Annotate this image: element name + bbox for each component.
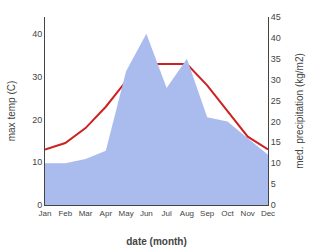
- svg-text:max temp (C): max temp (C): [6, 81, 17, 142]
- svg-text:Nov: Nov: [241, 209, 255, 218]
- svg-text:Apr: Apr: [100, 209, 113, 218]
- svg-text:40: 40: [271, 33, 281, 43]
- svg-text:Jan: Jan: [39, 209, 52, 218]
- svg-text:15: 15: [271, 137, 281, 147]
- svg-text:Oct: Oct: [221, 209, 234, 218]
- svg-text:10: 10: [271, 158, 281, 168]
- svg-text:20: 20: [271, 117, 281, 127]
- svg-text:5: 5: [271, 179, 276, 189]
- svg-text:Sep: Sep: [200, 209, 215, 218]
- svg-text:date (month): date (month): [126, 236, 187, 247]
- svg-text:0: 0: [37, 200, 42, 210]
- svg-text:Jul: Jul: [162, 209, 172, 218]
- svg-text:30: 30: [271, 75, 281, 85]
- svg-text:10: 10: [32, 157, 42, 167]
- svg-text:45: 45: [271, 12, 281, 22]
- svg-text:Aug: Aug: [180, 209, 194, 218]
- svg-text:30: 30: [32, 72, 42, 82]
- svg-text:Jun: Jun: [140, 209, 153, 218]
- svg-text:25: 25: [271, 96, 281, 106]
- svg-text:20: 20: [32, 115, 42, 125]
- svg-text:May: May: [119, 209, 134, 218]
- svg-text:40: 40: [32, 29, 42, 39]
- svg-text:0: 0: [271, 200, 276, 210]
- svg-text:Mar: Mar: [79, 209, 93, 218]
- svg-text:35: 35: [271, 54, 281, 64]
- svg-text:Dec: Dec: [261, 209, 275, 218]
- svg-text:Feb: Feb: [58, 209, 72, 218]
- svg-text:med. precipitation (kg/m2): med. precipitation (kg/m2): [294, 53, 305, 169]
